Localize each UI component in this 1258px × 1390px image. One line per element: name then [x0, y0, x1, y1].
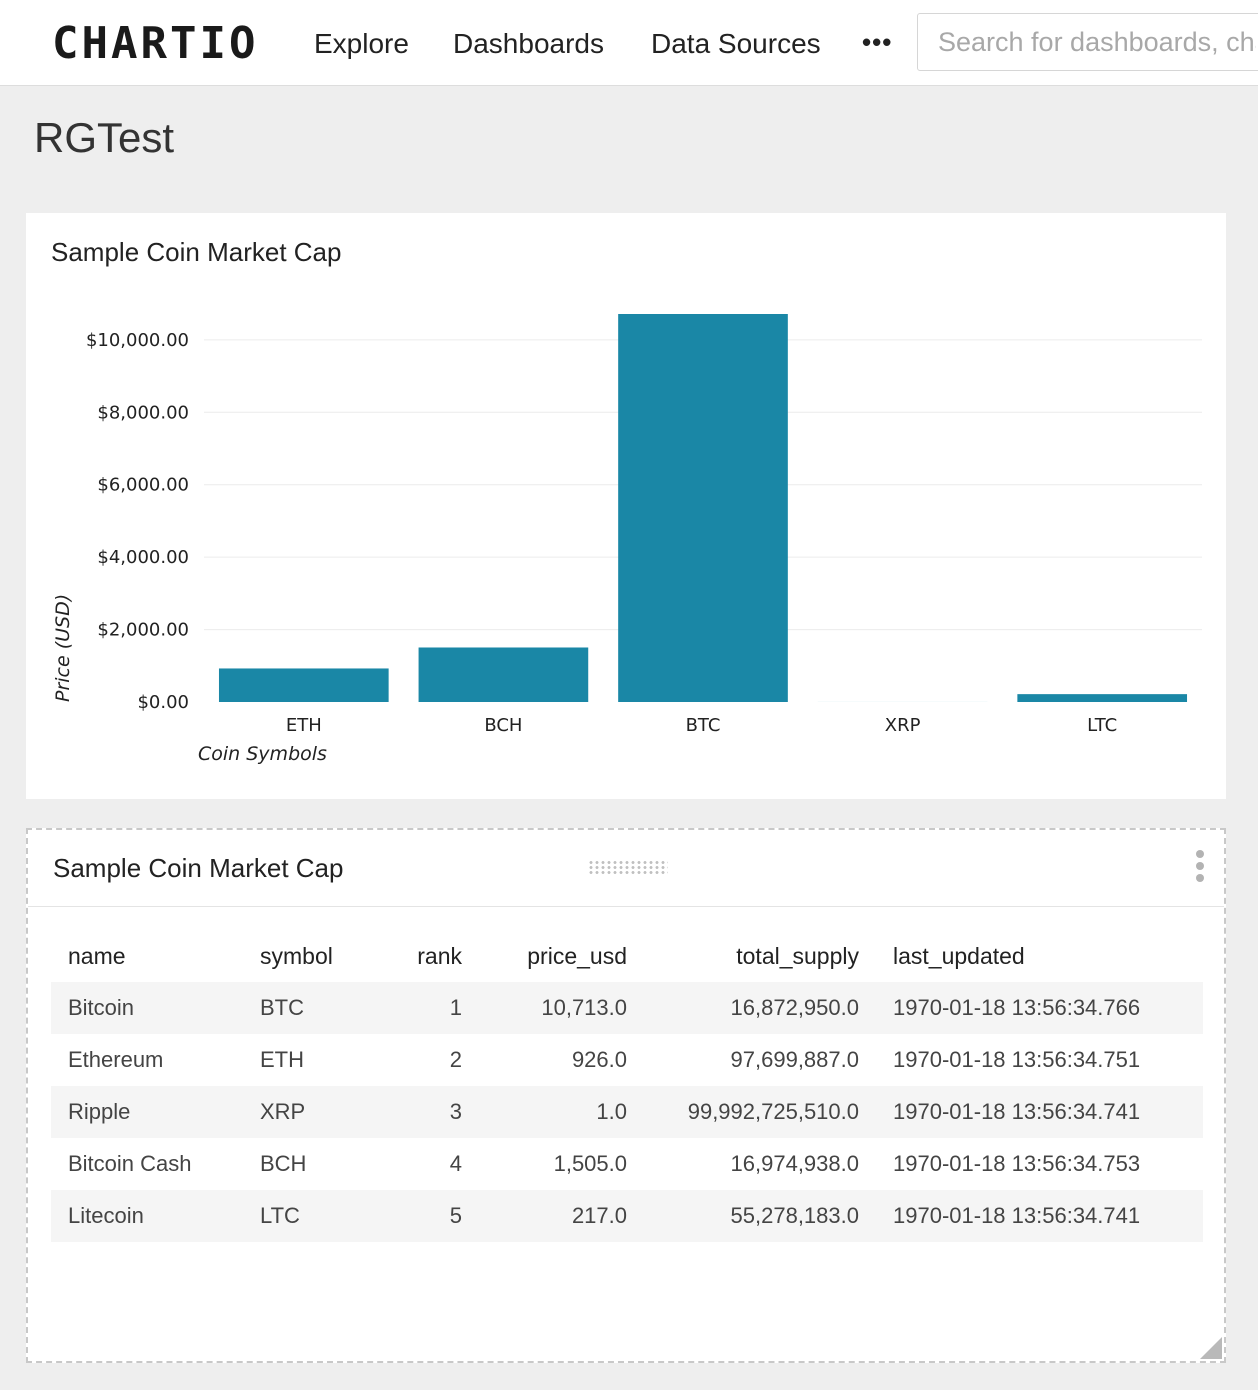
panel-menu-icon[interactable] — [1194, 850, 1206, 886]
column-header-name[interactable]: name — [68, 942, 126, 969]
x-tick-label: XRP — [885, 715, 921, 736]
cell-price-usd: 10,713.0 — [541, 995, 627, 1020]
resize-handle-icon[interactable] — [1200, 1337, 1222, 1359]
cell-symbol: ETH — [260, 1047, 304, 1072]
bar-ltc — [1017, 694, 1188, 702]
cell-rank: 4 — [449, 1151, 462, 1176]
cell-rank: 2 — [449, 1047, 462, 1072]
cell-symbol: BTC — [260, 995, 304, 1020]
cell-symbol: LTC — [260, 1203, 300, 1228]
cell-total-supply: 97,699,887.0 — [730, 1047, 859, 1072]
chart-panel-title: Sample Coin Market Cap — [51, 237, 342, 267]
cell-total-supply: 16,974,938.0 — [730, 1151, 859, 1176]
cell-last-updated: 1970-01-18 13:56:34.753 — [893, 1151, 1141, 1176]
table-row: Bitcoin Cash BCH 4 1,505.0 16,974,938.0 … — [51, 1138, 1203, 1190]
column-header-price-usd[interactable]: price_usd — [527, 942, 627, 969]
cell-last-updated: 1970-01-18 13:56:34.741 — [893, 1203, 1141, 1228]
cell-rank: 3 — [449, 1099, 462, 1124]
cell-name: Bitcoin — [68, 995, 135, 1020]
nav-dashboards[interactable]: Dashboards — [453, 28, 604, 59]
column-header-rank[interactable]: rank — [417, 942, 462, 969]
cell-name: Ripple — [68, 1099, 131, 1124]
bar-eth — [218, 668, 389, 702]
y-tick-label: $6,000.00 — [97, 475, 189, 496]
table-panel-title: Sample Coin Market Cap — [53, 853, 344, 883]
y-tick-label: $10,000.00 — [86, 330, 189, 351]
x-tick-label: ETH — [286, 715, 322, 736]
table-row: Ripple XRP 3 1.0 99,992,725,510.0 1970-0… — [51, 1086, 1203, 1138]
y-tick-label: $2,000.00 — [97, 620, 189, 641]
cell-name: Litecoin — [68, 1203, 144, 1228]
cell-name: Bitcoin Cash — [68, 1151, 192, 1176]
table-row: Ethereum ETH 2 926.0 97,699,887.0 1970-0… — [51, 1034, 1203, 1086]
cell-total-supply: 99,992,725,510.0 — [687, 1099, 859, 1124]
y-tick-label: $8,000.00 — [97, 402, 189, 423]
dashboard-title: RGTest — [34, 114, 175, 161]
x-tick-label: BTC — [686, 715, 721, 736]
x-tick-label: LTC — [1087, 715, 1117, 736]
cell-price-usd: 1.0 — [596, 1099, 627, 1124]
cell-rank: 1 — [449, 995, 462, 1020]
bar-bch — [418, 647, 589, 702]
chart-panel: Sample Coin Market Cap $0.00 $2,000.00 $4,… — [26, 213, 1226, 799]
cell-symbol: XRP — [260, 1099, 306, 1124]
table-row: Litecoin LTC 5 217.0 55,278,183.0 1970-0… — [51, 1190, 1203, 1242]
nav-data-sources[interactable]: Data Sources — [651, 28, 821, 59]
cell-price-usd: 217.0 — [571, 1203, 627, 1228]
cell-price-usd: 926.0 — [571, 1047, 627, 1072]
results-table: name symbol rank price_usd total_supply … — [51, 930, 1203, 1242]
column-header-last-updated[interactable]: last_updated — [893, 942, 1025, 969]
y-tick-label: $4,000.00 — [97, 547, 189, 568]
column-header-symbol[interactable]: symbol — [260, 942, 333, 969]
cell-rank: 5 — [449, 1203, 462, 1228]
table-panel: Sample Coin Market Cap name symbol rank … — [26, 828, 1226, 1363]
cell-last-updated: 1970-01-18 13:56:34.751 — [893, 1047, 1141, 1072]
more-menu-icon[interactable]: ••• — [862, 27, 893, 57]
y-axis-title: Price (USD) — [52, 594, 74, 702]
y-tick-label: $0.00 — [137, 692, 189, 713]
panel-divider — [28, 906, 1224, 907]
cell-last-updated: 1970-01-18 13:56:34.741 — [893, 1099, 1141, 1124]
column-header-total-supply[interactable]: total_supply — [736, 942, 859, 969]
x-axis-title: Coin Symbols — [198, 743, 327, 765]
chartio-logo[interactable]: CHARTIO — [52, 18, 259, 69]
cell-total-supply: 16,872,950.0 — [730, 995, 859, 1020]
bar-btc — [618, 314, 788, 702]
cell-name: Ethereum — [68, 1047, 164, 1072]
x-tick-label: BCH — [484, 715, 522, 736]
bar-chart: $0.00 $2,000.00 $4,000.00 $6,000.00 $8,000.0… — [52, 314, 1202, 765]
cell-price-usd: 1,505.0 — [553, 1151, 627, 1176]
top-navbar: CHARTIO Explore Dashboards Data Sources … — [0, 0, 1258, 86]
drag-handle-icon[interactable] — [588, 860, 668, 874]
table-row: Bitcoin BTC 1 10,713.0 16,872,950.0 1970… — [51, 982, 1203, 1034]
cell-symbol: BCH — [260, 1151, 307, 1176]
search-input[interactable] — [917, 13, 1258, 71]
nav-explore[interactable]: Explore — [314, 28, 409, 59]
cell-last-updated: 1970-01-18 13:56:34.766 — [893, 995, 1141, 1020]
table-header-row: name symbol rank price_usd total_supply … — [51, 930, 1203, 982]
cell-total-supply: 55,278,183.0 — [730, 1203, 859, 1228]
